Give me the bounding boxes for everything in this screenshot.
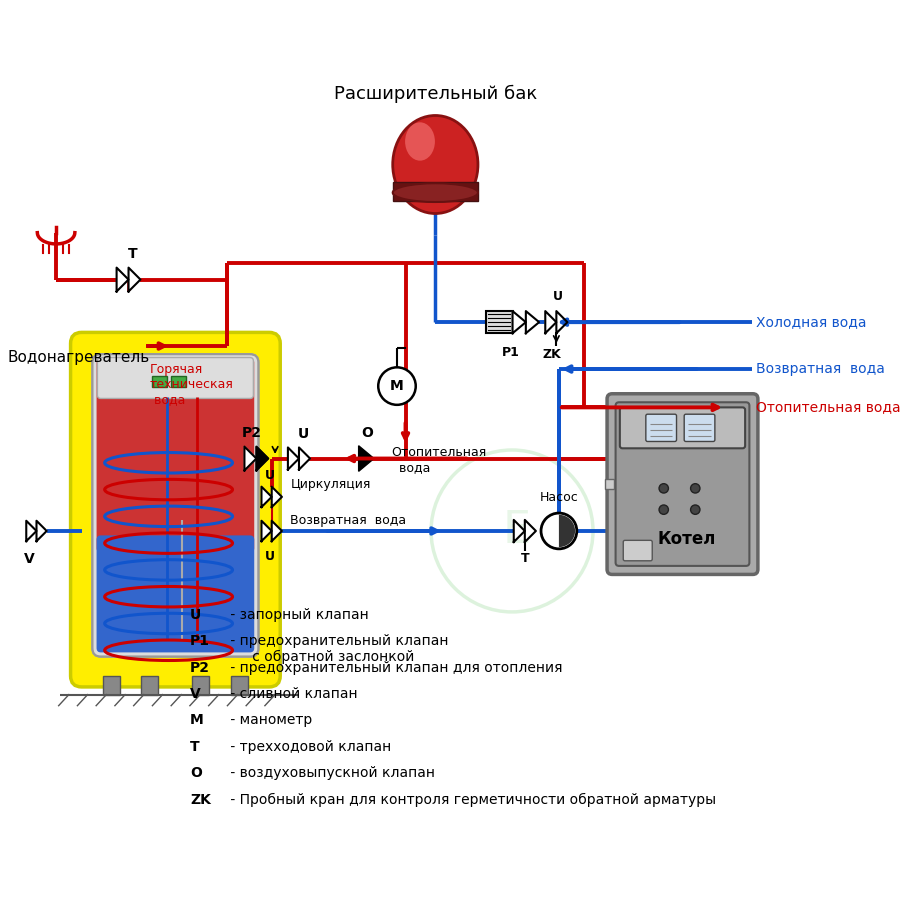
FancyBboxPatch shape [646, 414, 677, 442]
Bar [230, 676, 248, 695]
Polygon shape [129, 267, 140, 292]
Polygon shape [256, 446, 268, 471]
Circle shape [659, 483, 669, 493]
Text: Насос: Насос [539, 491, 579, 504]
Text: P1: P1 [501, 346, 519, 359]
Bar [171, 376, 186, 386]
FancyBboxPatch shape [96, 536, 254, 652]
Text: V: V [24, 553, 35, 566]
Text: T: T [520, 553, 529, 565]
Bar [193, 676, 210, 695]
Polygon shape [245, 446, 256, 471]
Text: U: U [265, 469, 275, 482]
Ellipse shape [392, 115, 478, 213]
Polygon shape [272, 487, 282, 507]
Polygon shape [514, 520, 525, 542]
Text: M: M [390, 379, 404, 393]
Polygon shape [545, 311, 556, 333]
Polygon shape [556, 311, 567, 333]
Text: T: T [128, 247, 138, 261]
Circle shape [541, 513, 577, 549]
Polygon shape [262, 487, 272, 507]
Wedge shape [559, 515, 575, 547]
FancyBboxPatch shape [620, 408, 745, 448]
Ellipse shape [405, 122, 435, 161]
Text: P2: P2 [242, 426, 262, 440]
Polygon shape [117, 267, 129, 292]
Text: M: M [190, 714, 203, 727]
FancyBboxPatch shape [616, 402, 750, 566]
Text: U: U [298, 428, 309, 442]
FancyBboxPatch shape [486, 311, 512, 333]
Text: - предохранительный клапан
      с обратной заслонкой: - предохранительный клапан с обратной за… [226, 634, 448, 664]
Text: Горячая
техническая
 вода: Горячая техническая вода [149, 363, 234, 406]
Text: U: U [190, 608, 201, 622]
FancyBboxPatch shape [70, 332, 280, 687]
Text: Возвратная  вода: Возвратная вода [756, 362, 885, 376]
Text: P1: P1 [190, 634, 210, 648]
Polygon shape [526, 311, 539, 333]
Circle shape [690, 505, 700, 514]
Ellipse shape [392, 184, 478, 202]
FancyBboxPatch shape [96, 358, 254, 553]
FancyBboxPatch shape [608, 394, 758, 574]
FancyBboxPatch shape [684, 414, 715, 442]
Polygon shape [358, 446, 374, 472]
Text: - воздуховыпускной клапан: - воздуховыпускной клапан [226, 766, 435, 780]
Polygon shape [37, 521, 47, 541]
Text: T: T [190, 740, 200, 754]
Text: - Пробный кран для контроля герметичности обратной арматуры: - Пробный кран для контроля герметичност… [226, 793, 716, 806]
Text: ZK: ZK [190, 793, 211, 806]
Text: Отопительная вода: Отопительная вода [756, 400, 900, 414]
Text: P2: P2 [190, 661, 210, 674]
Text: U: U [554, 291, 563, 303]
Text: Холодная вода: Холодная вода [756, 315, 867, 329]
Circle shape [378, 367, 416, 405]
Polygon shape [26, 521, 37, 541]
FancyBboxPatch shape [93, 354, 258, 657]
Text: - манометр: - манометр [226, 714, 312, 727]
Text: Водонагреватель: Водонагреватель [7, 350, 149, 365]
Text: - сливной клапан: - сливной клапан [226, 687, 357, 701]
Polygon shape [525, 520, 535, 542]
Text: Расширительный бак: Расширительный бак [334, 86, 537, 104]
Text: O: O [361, 426, 374, 440]
FancyBboxPatch shape [624, 540, 652, 561]
Circle shape [690, 483, 700, 493]
Text: Циркуляция: Циркуляция [291, 478, 371, 491]
Polygon shape [272, 521, 282, 541]
Circle shape [659, 505, 669, 514]
Text: Котел: Котел [658, 530, 716, 548]
Text: O: O [190, 766, 202, 780]
Bar [392, 183, 478, 201]
Text: Ε: Ε [502, 509, 530, 553]
Text: Возвратная  вода: Возвратная вода [291, 514, 407, 527]
FancyBboxPatch shape [97, 357, 254, 399]
Text: U: U [265, 550, 275, 562]
Bar [606, 479, 614, 490]
Polygon shape [288, 447, 299, 470]
Text: Отопительная
  вода: Отопительная вода [391, 446, 486, 473]
Text: - предохранительный клапан для отопления: - предохранительный клапан для отопления [226, 661, 562, 674]
Bar [141, 676, 158, 695]
Polygon shape [262, 521, 272, 541]
Polygon shape [299, 447, 310, 470]
Bar [103, 676, 120, 695]
Bar [151, 376, 166, 386]
Text: - запорный клапан: - запорный клапан [226, 608, 368, 622]
Text: ZK: ZK [543, 347, 562, 361]
Polygon shape [512, 311, 526, 333]
Text: - трехходовой клапан: - трехходовой клапан [226, 740, 391, 754]
Text: V: V [190, 687, 201, 701]
